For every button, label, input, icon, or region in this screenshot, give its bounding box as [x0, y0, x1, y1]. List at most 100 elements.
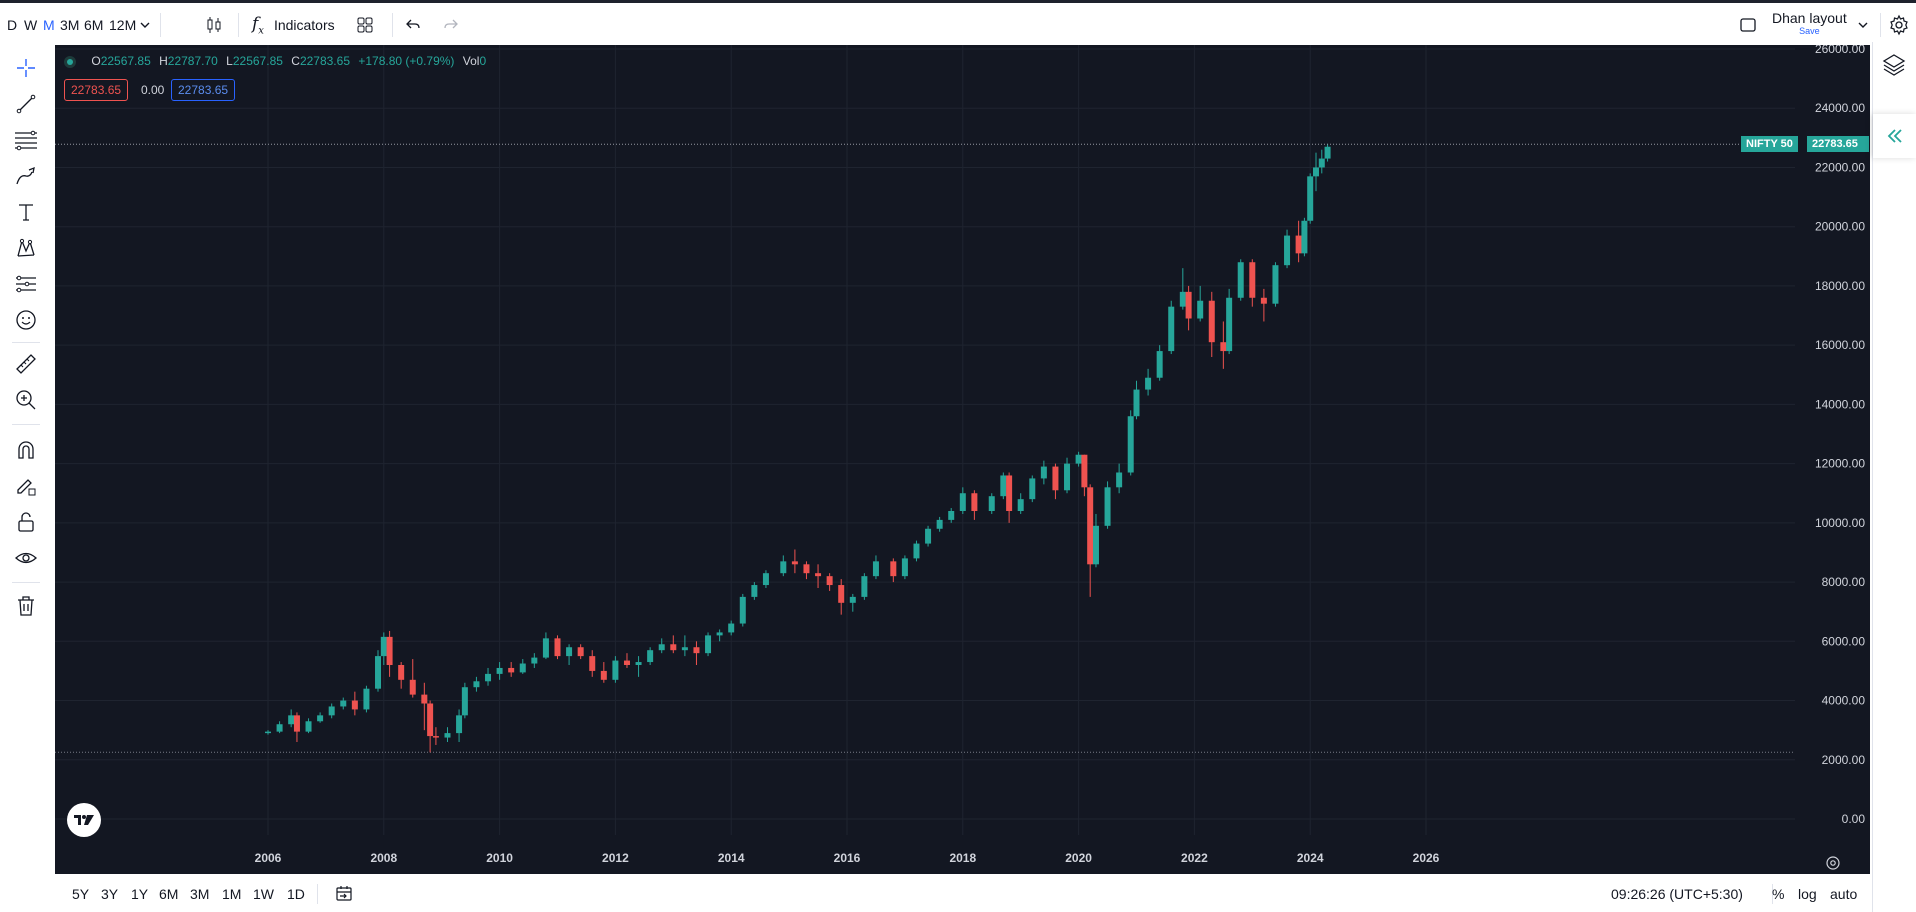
candlestick-chart[interactable]: 0.00 2000.00 4000.00 6000.00 8000.00 10000.00… — [55, 45, 1870, 874]
candle — [901, 555, 908, 580]
candle-body — [1116, 472, 1123, 488]
chart-pane[interactable]: 0.00 2000.00 4000.00 6000.00 8000.00 10000.00… — [55, 45, 1870, 874]
chevron-down-icon[interactable] — [1856, 11, 1870, 39]
candle-body — [293, 715, 300, 732]
double-chevron-left-icon[interactable] — [1873, 114, 1916, 158]
range-5y-button[interactable]: 5Y — [72, 886, 90, 902]
symbol-price-tag: NIFTY 50 — [1741, 136, 1798, 152]
candle — [1000, 472, 1007, 500]
right-widget-bar — [1872, 42, 1916, 912]
candle-body — [1052, 466, 1059, 491]
change-value: +178.80 (+0.79%) — [358, 54, 455, 68]
lock-drawing-icon[interactable] — [10, 470, 42, 502]
interval-w-button[interactable]: W — [24, 17, 38, 33]
layout-save-label: Save — [1799, 26, 1820, 36]
y-tick-label: 26000.00 — [1815, 45, 1865, 56]
redo-icon[interactable] — [442, 11, 460, 39]
candle-body — [1029, 478, 1036, 500]
candle-body — [1226, 297, 1233, 352]
candle-body — [276, 724, 283, 732]
candle-body — [485, 673, 492, 682]
top-toolbar: D W M 3M 6M 12M fx Indicators Dhan layou… — [0, 0, 1916, 42]
low-value: 22567.85 — [232, 54, 283, 68]
ruler-icon[interactable] — [10, 348, 42, 380]
candle-body — [531, 657, 538, 664]
candle-body — [432, 736, 439, 738]
y-tick-label: 8000.00 — [1822, 575, 1866, 589]
candle — [1318, 149, 1325, 174]
candle — [1179, 268, 1186, 310]
high-value: 22787.70 — [167, 54, 218, 68]
unlock-icon[interactable] — [10, 506, 42, 538]
fullscreen-icon[interactable] — [1738, 11, 1758, 39]
fib-retracement-icon[interactable] — [10, 124, 42, 156]
candle — [363, 685, 370, 713]
interval-3m-button[interactable]: 3M — [60, 17, 80, 33]
candle-body — [1168, 306, 1175, 352]
candle-body — [1133, 389, 1140, 417]
candle — [913, 540, 920, 562]
candle — [791, 549, 798, 574]
interval-6m-button[interactable]: 6M — [84, 17, 104, 33]
range-1d-button[interactable]: 1D — [287, 886, 305, 902]
candle — [1260, 288, 1267, 322]
forecast-icon[interactable] — [10, 268, 42, 300]
candle-body — [380, 636, 387, 657]
candle — [542, 632, 549, 660]
pattern-icon[interactable] — [10, 232, 42, 264]
sell-price-button[interactable]: 22783.65 — [64, 79, 129, 101]
tradingview-logo-icon[interactable] — [67, 803, 101, 837]
buy-price-button[interactable]: 22783.65 — [171, 79, 236, 101]
calendar-range-icon[interactable] — [335, 885, 353, 908]
range-1m-button[interactable]: 1M — [222, 886, 242, 902]
crosshair-icon[interactable] — [10, 52, 42, 84]
magnet-icon[interactable] — [10, 434, 42, 466]
interval-m-button[interactable]: M — [43, 17, 55, 33]
candle-body — [305, 721, 312, 732]
range-3m-button[interactable]: 3M — [190, 886, 210, 902]
undo-icon[interactable] — [404, 11, 422, 39]
close-label: C — [291, 54, 300, 68]
templates-icon[interactable] — [355, 11, 375, 39]
range-1w-button[interactable]: 1W — [253, 886, 274, 902]
percent-scale-button[interactable]: % — [1772, 886, 1785, 902]
candle-body — [1208, 300, 1215, 343]
candle-body — [1324, 146, 1331, 159]
candle-body — [456, 715, 463, 734]
high-label: H — [159, 54, 168, 68]
candles-icon[interactable] — [204, 11, 224, 39]
candle — [432, 727, 439, 745]
text-icon[interactable] — [10, 196, 42, 228]
clock-time[interactable]: 09:26:26 (UTC+5:30) — [1611, 886, 1743, 902]
symbol-status-icon — [64, 55, 76, 68]
brush-icon[interactable] — [10, 160, 42, 192]
auto-scale-button[interactable]: auto — [1830, 886, 1858, 902]
settings-gear-icon[interactable] — [1888, 11, 1910, 39]
candle — [1040, 460, 1047, 485]
candle-body — [600, 670, 607, 680]
indicators-button[interactable]: fx Indicators — [252, 11, 335, 39]
y-tick-label: 20000.00 — [1815, 220, 1865, 234]
candle-body — [936, 519, 943, 529]
y-tick-label: 0.00 — [1842, 812, 1866, 826]
candle-body — [1081, 454, 1088, 488]
layers-icon[interactable] — [1881, 52, 1907, 83]
candle-body — [427, 703, 434, 737]
chevron-down-icon[interactable] — [138, 11, 152, 39]
candle-body — [1000, 475, 1007, 497]
range-1y-button[interactable]: 1Y — [131, 886, 149, 902]
layout-menu-button[interactable]: Dhan layout Save — [1772, 9, 1847, 37]
axis-settings-icon[interactable] — [1825, 855, 1841, 874]
interval-12m-button[interactable]: 12M — [109, 17, 137, 33]
x-tick-label: 2010 — [486, 851, 513, 865]
trash-icon[interactable] — [10, 590, 42, 622]
range-6m-button[interactable]: 6M — [159, 886, 179, 902]
candle-body — [1185, 291, 1192, 319]
interval-d-button[interactable]: D — [7, 17, 18, 33]
trend-line-icon[interactable] — [10, 88, 42, 120]
eye-icon[interactable] — [10, 542, 42, 574]
log-scale-button[interactable]: log — [1798, 886, 1817, 902]
emoji-icon[interactable] — [10, 304, 42, 336]
range-3y-button[interactable]: 3Y — [101, 886, 119, 902]
zoom-in-icon[interactable] — [10, 384, 42, 416]
